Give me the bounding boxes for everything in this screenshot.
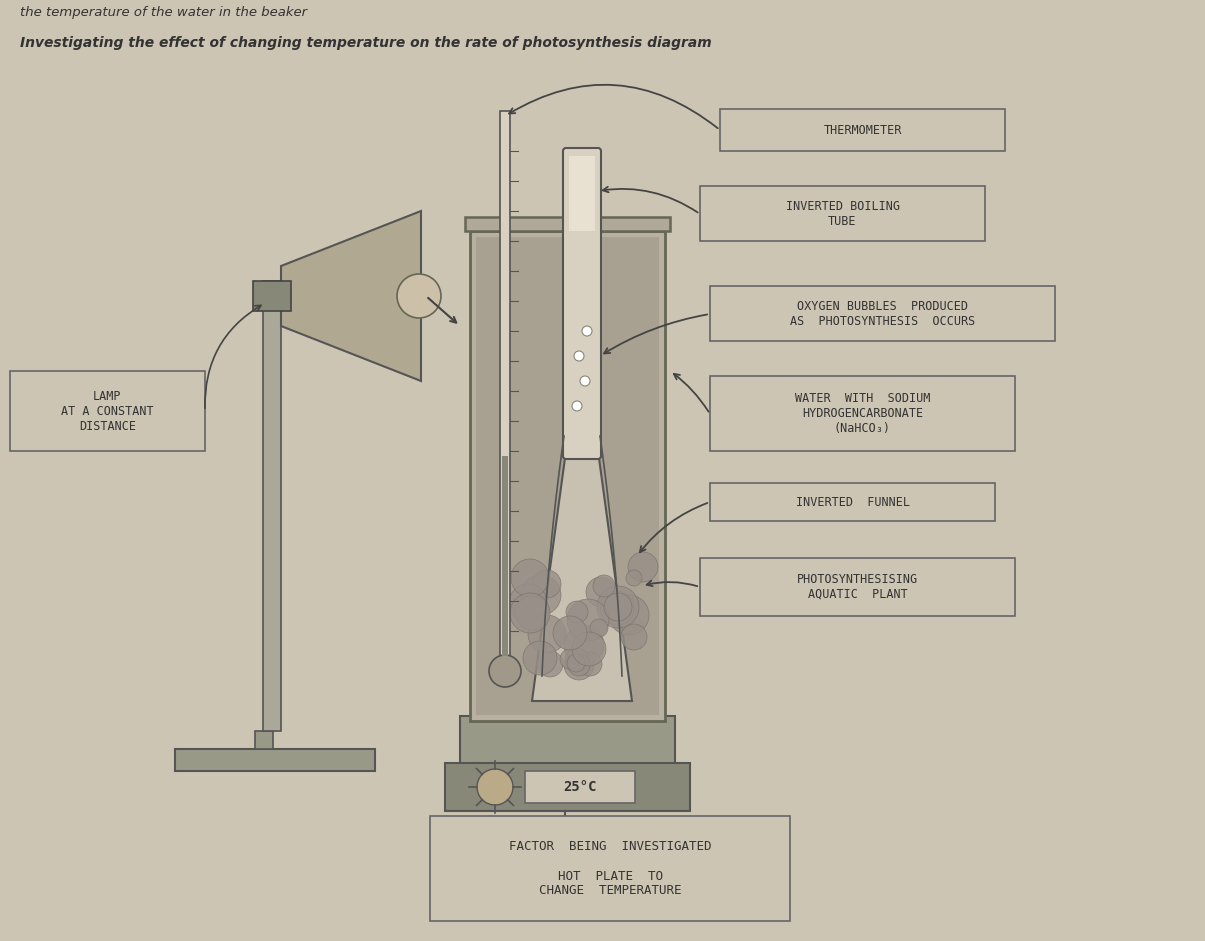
Circle shape <box>621 624 647 650</box>
Circle shape <box>572 401 582 411</box>
FancyBboxPatch shape <box>502 456 509 656</box>
Text: Investigating the effect of changing temperature on the rate of photosynthesis d: Investigating the effect of changing tem… <box>20 36 712 50</box>
Circle shape <box>396 274 441 318</box>
Circle shape <box>560 649 580 669</box>
FancyBboxPatch shape <box>569 156 595 231</box>
FancyBboxPatch shape <box>710 286 1056 341</box>
FancyBboxPatch shape <box>175 749 375 771</box>
Text: PHOTOSYNTHESISING
AQUATIC  PLANT: PHOTOSYNTHESISING AQUATIC PLANT <box>797 573 918 601</box>
Circle shape <box>574 351 584 361</box>
Text: INVERTED BOILING
TUBE: INVERTED BOILING TUBE <box>786 199 899 228</box>
Circle shape <box>628 552 658 582</box>
Circle shape <box>593 575 615 597</box>
Circle shape <box>564 625 604 665</box>
Circle shape <box>580 376 590 386</box>
FancyBboxPatch shape <box>500 111 510 661</box>
FancyBboxPatch shape <box>563 148 601 459</box>
Circle shape <box>568 599 609 641</box>
FancyBboxPatch shape <box>721 109 1005 151</box>
Circle shape <box>590 619 609 637</box>
Circle shape <box>533 570 562 598</box>
Circle shape <box>523 641 557 675</box>
FancyBboxPatch shape <box>710 376 1015 451</box>
FancyBboxPatch shape <box>700 186 984 241</box>
Text: WATER  WITH  SODIUM
HYDROGENCARBONATE
(NaHCO₃): WATER WITH SODIUM HYDROGENCARBONATE (NaH… <box>795 392 930 435</box>
Circle shape <box>528 615 566 653</box>
Circle shape <box>568 654 584 672</box>
Text: THERMOMETER: THERMOMETER <box>823 123 901 136</box>
Circle shape <box>564 650 594 680</box>
Circle shape <box>604 593 631 621</box>
Text: LAMP
AT A CONSTANT
DISTANCE: LAMP AT A CONSTANT DISTANCE <box>61 390 154 433</box>
Polygon shape <box>531 436 631 701</box>
Circle shape <box>553 616 587 650</box>
Circle shape <box>489 655 521 687</box>
Circle shape <box>627 570 642 586</box>
Circle shape <box>600 591 634 625</box>
Text: 25°C: 25°C <box>563 780 596 794</box>
Circle shape <box>477 769 513 805</box>
Text: FACTOR  BEING  INVESTIGATED

HOT  PLATE  TO
CHANGE  TEMPERATURE: FACTOR BEING INVESTIGATED HOT PLATE TO C… <box>509 839 711 898</box>
Circle shape <box>586 577 616 607</box>
FancyBboxPatch shape <box>445 763 690 811</box>
Polygon shape <box>281 211 421 381</box>
FancyBboxPatch shape <box>460 716 675 766</box>
FancyBboxPatch shape <box>710 483 995 521</box>
Circle shape <box>537 651 563 677</box>
Circle shape <box>509 584 547 622</box>
FancyBboxPatch shape <box>255 731 274 749</box>
Circle shape <box>565 648 589 672</box>
Text: OXYGEN BUBBLES  PRODUCED
AS  PHOTOSYNTHESIS  OCCURS: OXYGEN BUBBLES PRODUCED AS PHOTOSYNTHESI… <box>789 299 975 327</box>
Circle shape <box>521 575 562 615</box>
FancyBboxPatch shape <box>470 231 665 721</box>
Circle shape <box>515 596 549 630</box>
Circle shape <box>578 652 602 676</box>
Circle shape <box>566 601 588 623</box>
FancyBboxPatch shape <box>465 217 670 231</box>
FancyBboxPatch shape <box>430 816 790 921</box>
Circle shape <box>582 326 592 336</box>
Circle shape <box>511 559 549 597</box>
Circle shape <box>510 593 549 633</box>
Circle shape <box>568 654 590 676</box>
FancyBboxPatch shape <box>476 237 659 715</box>
FancyBboxPatch shape <box>253 281 290 311</box>
FancyBboxPatch shape <box>10 371 205 451</box>
FancyBboxPatch shape <box>525 771 635 803</box>
Circle shape <box>609 595 649 635</box>
Text: INVERTED  FUNNEL: INVERTED FUNNEL <box>795 496 910 508</box>
Circle shape <box>572 632 606 666</box>
FancyBboxPatch shape <box>700 558 1015 616</box>
Text: the temperature of the water in the beaker: the temperature of the water in the beak… <box>20 6 307 19</box>
FancyBboxPatch shape <box>263 281 281 731</box>
Circle shape <box>596 586 639 628</box>
